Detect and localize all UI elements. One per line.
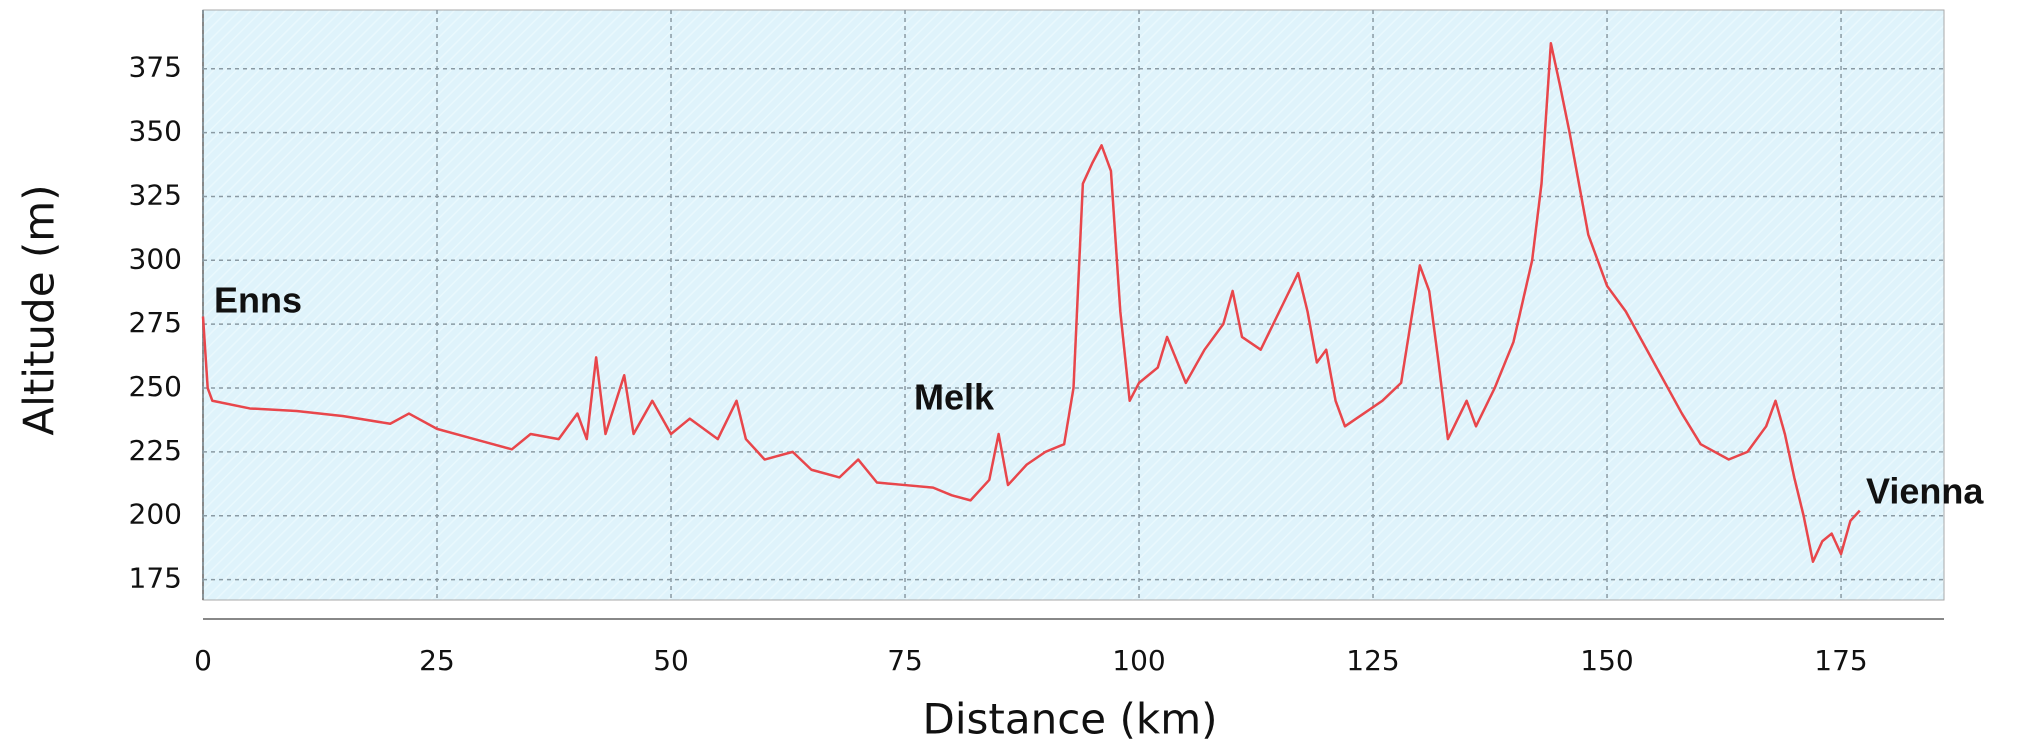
y-tick-label: 250 [129, 370, 182, 403]
place-label: Melk [914, 377, 995, 418]
x-tick-label: 175 [1814, 644, 1867, 677]
place-label: Vienna [1866, 471, 1984, 512]
y-tick-label: 300 [129, 242, 182, 275]
x-tick-label: 25 [419, 644, 455, 677]
x-tick-label: 50 [653, 644, 689, 677]
x-tick-label: 125 [1346, 644, 1399, 677]
y-tick-label: 200 [129, 498, 182, 531]
y-tick-label: 350 [129, 115, 182, 148]
y-tick-label: 225 [129, 434, 182, 467]
altitude-line [201, 41, 1861, 563]
y-axis-title: Altitude (m) [15, 184, 64, 435]
y-tick-label: 325 [129, 178, 182, 211]
place-label: Enns [214, 280, 302, 321]
x-tick-label: 0 [194, 644, 212, 677]
x-tick-label: 100 [1112, 644, 1165, 677]
y-tick-label: 375 [129, 51, 182, 84]
y-tick-label: 275 [129, 306, 182, 339]
x-tick-label: 150 [1580, 644, 1633, 677]
x-axis-title: Distance (km) [922, 695, 1217, 744]
plot-area [202, 9, 1945, 601]
y-tick-label: 175 [129, 562, 182, 595]
x-tick-label: 75 [887, 644, 923, 677]
